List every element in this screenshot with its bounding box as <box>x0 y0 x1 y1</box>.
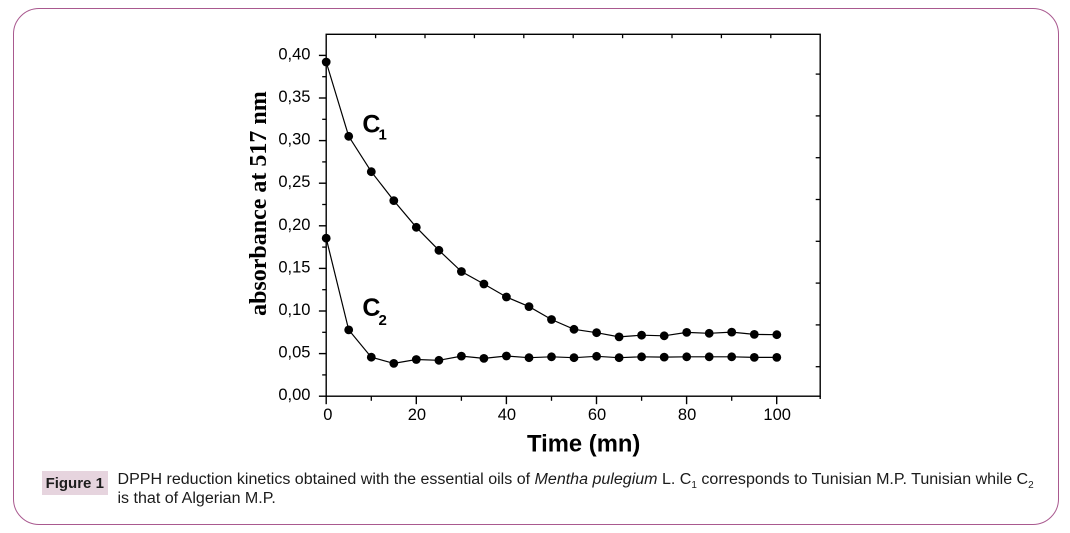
svg-text:40: 40 <box>498 406 516 424</box>
svg-text:0,40: 0,40 <box>278 45 310 63</box>
svg-text:0,30: 0,30 <box>278 131 310 149</box>
svg-text:C1: C1 <box>362 111 386 144</box>
svg-text:100: 100 <box>763 406 791 424</box>
svg-text:Time (mn): Time (mn) <box>527 431 640 458</box>
svg-text:0,20: 0,20 <box>278 216 310 234</box>
svg-text:0,05: 0,05 <box>278 344 310 362</box>
svg-text:0,10: 0,10 <box>278 301 310 319</box>
svg-text:0: 0 <box>323 406 332 424</box>
svg-text:C2: C2 <box>362 294 386 329</box>
svg-text:0,15: 0,15 <box>278 258 310 276</box>
svg-text:absorbance at 517 nm: absorbance at 517 nm <box>246 91 272 316</box>
svg-text:80: 80 <box>678 406 696 424</box>
svg-text:0,25: 0,25 <box>278 173 310 191</box>
svg-text:0,00: 0,00 <box>278 386 310 404</box>
svg-text:60: 60 <box>588 406 606 424</box>
svg-text:0,35: 0,35 <box>278 88 310 106</box>
svg-text:20: 20 <box>408 406 426 424</box>
